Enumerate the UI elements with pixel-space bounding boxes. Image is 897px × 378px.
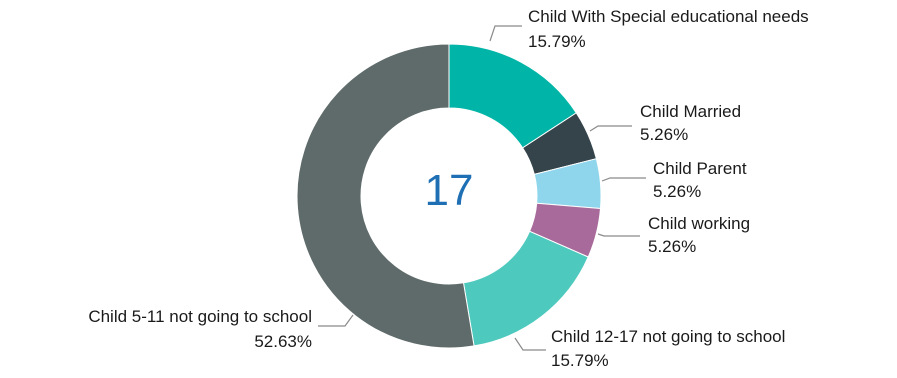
leader-line: [489, 25, 522, 42]
leader-line: [597, 233, 640, 237]
leader-line: [318, 314, 354, 327]
slice-labels: Child With Special educational needs 15.7…: [88, 7, 808, 370]
slice-label: Child 12-17 not going to school: [551, 327, 785, 346]
slice-label: Child 5-11 not going to school: [88, 307, 312, 326]
donut-slices: [296, 43, 602, 349]
slice-label: Child working: [648, 214, 750, 233]
leader-lines: [318, 25, 646, 351]
slice-percent-label: 15.79%: [551, 351, 609, 370]
leader-line: [514, 337, 546, 351]
leader-line: [601, 177, 646, 182]
slice-label: Child With Special educational needs: [528, 7, 809, 26]
slice-label: Child Parent: [653, 159, 747, 178]
center-total-label: 17: [425, 166, 474, 215]
leader-line: [589, 125, 632, 132]
slice-percent-label: 5.26%: [648, 237, 696, 256]
slice-label: Child Married: [640, 102, 741, 121]
slice-child-5-11-not-going-to-school: [296, 43, 475, 349]
slice-percent-label: 5.26%: [653, 182, 701, 201]
slice-percent-label: 5.26%: [640, 125, 688, 144]
slice-percent-label: 15.79%: [528, 32, 586, 51]
slice-percent-label: 52.63%: [254, 332, 312, 351]
